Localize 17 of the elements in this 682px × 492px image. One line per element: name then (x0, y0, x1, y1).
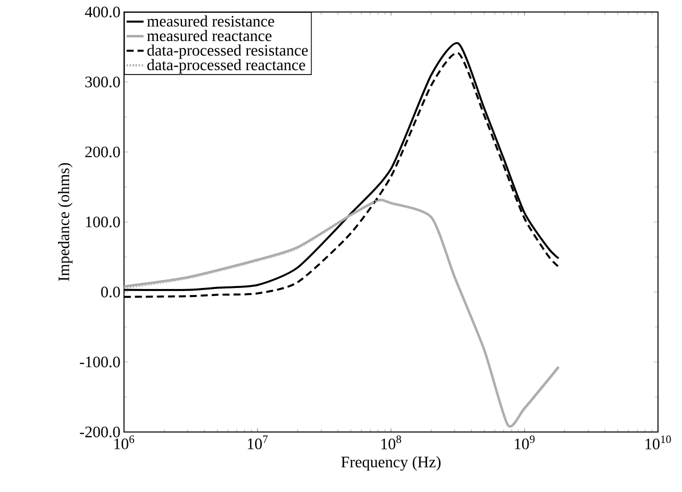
y-tick-label: 400.0 (84, 6, 120, 18)
y-axis-title: Impedance (ohms) (58, 163, 72, 281)
legend-label: measured resistance (147, 15, 274, 27)
y-tick-label: -200.0 (80, 426, 120, 438)
y-tick-label: 200.0 (85, 146, 120, 158)
x-tick-label: 10$^{9}$ (514, 436, 535, 450)
x-axis-title: Frequency (Hz) (341, 456, 441, 471)
x-tick-label: 10$^{8}$ (381, 436, 402, 450)
x-tick-label: 10$^{10}$ (646, 436, 671, 450)
legend-label: data-processed resistance (147, 44, 308, 59)
y-tick-label: -100.0 (80, 356, 120, 368)
legend-label: data-processed reactance (147, 59, 306, 74)
y-tick-label: 100.0 (86, 216, 120, 228)
y-tick-label: 300.0 (85, 76, 120, 88)
y-tick-label: 0.0 (101, 286, 120, 298)
x-tick-label: 10$^{7}$ (248, 436, 268, 450)
legend-label: measured reactance (147, 30, 272, 42)
